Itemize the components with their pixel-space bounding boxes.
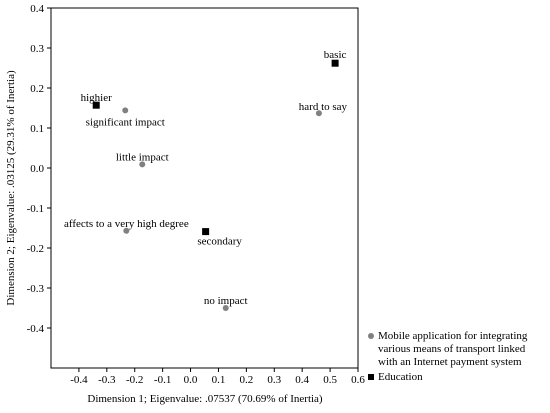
point (202, 228, 210, 236)
y-tick-label: -0.1 (27, 203, 44, 215)
point-label: basic (324, 49, 347, 61)
y-tick-label: 0.0 (30, 163, 44, 175)
x-tick-label: -0.4 (70, 374, 88, 386)
point (122, 107, 129, 114)
legend-symbol (364, 371, 378, 380)
legend-label: Mobile application for integrating vario… (378, 330, 528, 368)
x-tick-label: 0.0 (184, 374, 198, 386)
y-tick-label: 0.1 (30, 123, 44, 135)
point-label: no impact (204, 295, 248, 307)
x-tick-label: 0.3 (267, 374, 281, 386)
point-label: hard to say (299, 101, 348, 113)
x-tick-label: 0.2 (239, 374, 253, 386)
y-tick-label: -0.3 (27, 283, 45, 295)
x-tick-label: 0.5 (323, 374, 337, 386)
legend-label: Education (378, 371, 423, 383)
point-label: secondary (197, 236, 242, 248)
legend-item: Mobile application for integrating vario… (364, 330, 544, 369)
x-tick-label: 0.1 (212, 374, 226, 386)
y-tick-label: 0.3 (30, 43, 44, 55)
x-tick-label: -0.1 (154, 374, 171, 386)
point-label: significant impact (86, 116, 165, 128)
x-axis-title: Dimension 1; Eigenvalue: .07537 (70.69% … (87, 393, 323, 405)
y-axis-title: Dimension 2; Eigenvalue: .03125 (29.31% … (5, 70, 17, 306)
legend-item: Education (364, 371, 544, 384)
legend-symbol (364, 330, 378, 339)
y-tick-label: -0.4 (27, 323, 45, 335)
y-tick-label: 0.2 (30, 83, 44, 95)
point-label: highier (81, 92, 112, 104)
point-label: little impact (116, 151, 169, 163)
point (92, 101, 100, 109)
point (222, 305, 229, 311)
point (331, 59, 339, 67)
x-tick-label: -0.2 (126, 374, 143, 386)
point (139, 161, 146, 168)
point (315, 110, 322, 117)
legend: Mobile application for integrating vario… (364, 330, 544, 386)
point (123, 227, 130, 234)
x-tick-label: -0.3 (98, 374, 116, 386)
y-tick-label: 0.4 (30, 3, 44, 15)
y-tick-label: -0.2 (27, 243, 44, 255)
point-label: affects to a very high degree (64, 218, 189, 230)
plot-frame (50, 7, 359, 369)
x-tick-label: 0.6 (351, 374, 365, 386)
x-tick-label: 0.4 (295, 374, 309, 386)
